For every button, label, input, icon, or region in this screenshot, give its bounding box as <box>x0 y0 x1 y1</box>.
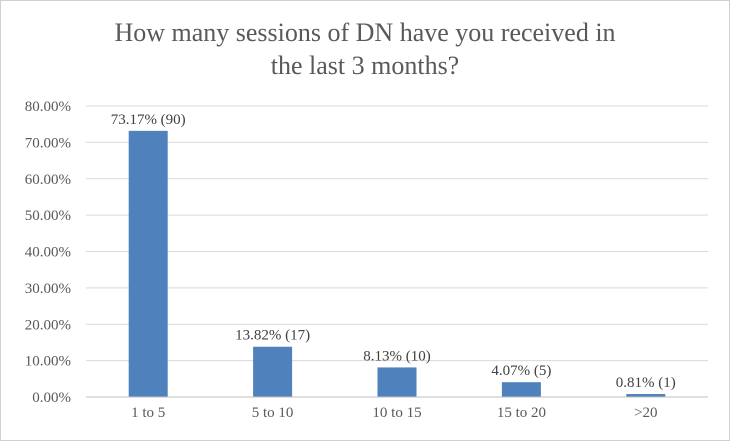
y-tick-label: 70.00% <box>25 135 71 151</box>
x-tick-label: 5 to 10 <box>252 405 294 421</box>
y-tick-label: 40.00% <box>25 245 71 261</box>
bar <box>501 382 541 397</box>
data-labels: 73.17% (90) 13.82% (17) 8.13% (10) 4.07% (5… <box>111 112 676 391</box>
chart-title: How many sessions of DN have you receive… <box>0 16 730 82</box>
x-tick-label: >20 <box>634 405 657 421</box>
y-tick-label: 10.00% <box>25 354 71 370</box>
y-axis-ticks: 0.00% 10.00% 20.00% 30.00% 40.00% 50.00% 60.00… <box>25 99 71 406</box>
y-tick-label: 80.00% <box>25 99 71 115</box>
y-tick-label: 30.00% <box>25 281 71 297</box>
y-tick-label: 20.00% <box>25 317 71 333</box>
x-axis-ticks: 1 to 5 5 to 10 10 to 15 15 to 20 >20 <box>131 405 657 421</box>
bar <box>253 346 293 397</box>
bar <box>626 394 666 397</box>
data-label: 4.07% (5) <box>491 363 551 379</box>
gridlines <box>86 105 708 362</box>
bar <box>377 367 417 397</box>
chart-title-line-1: How many sessions of DN have you receive… <box>114 18 616 47</box>
data-label: 0.81% (1) <box>616 375 676 391</box>
y-tick-label: 50.00% <box>25 208 71 224</box>
data-label: 13.82% (17) <box>235 328 310 344</box>
x-tick-label: 1 to 5 <box>131 405 165 421</box>
bars <box>128 130 666 398</box>
x-tick-label: 15 to 20 <box>497 405 546 421</box>
y-tick-label: 60.00% <box>25 172 71 188</box>
y-tick-label: 0.00% <box>32 390 71 406</box>
chart-title-line-2: the last 3 months? <box>270 51 460 80</box>
data-label: 8.13% (10) <box>363 348 431 364</box>
x-tick-label: 10 to 15 <box>372 405 421 421</box>
bar <box>128 130 168 398</box>
data-label: 73.17% (90) <box>111 112 186 128</box>
